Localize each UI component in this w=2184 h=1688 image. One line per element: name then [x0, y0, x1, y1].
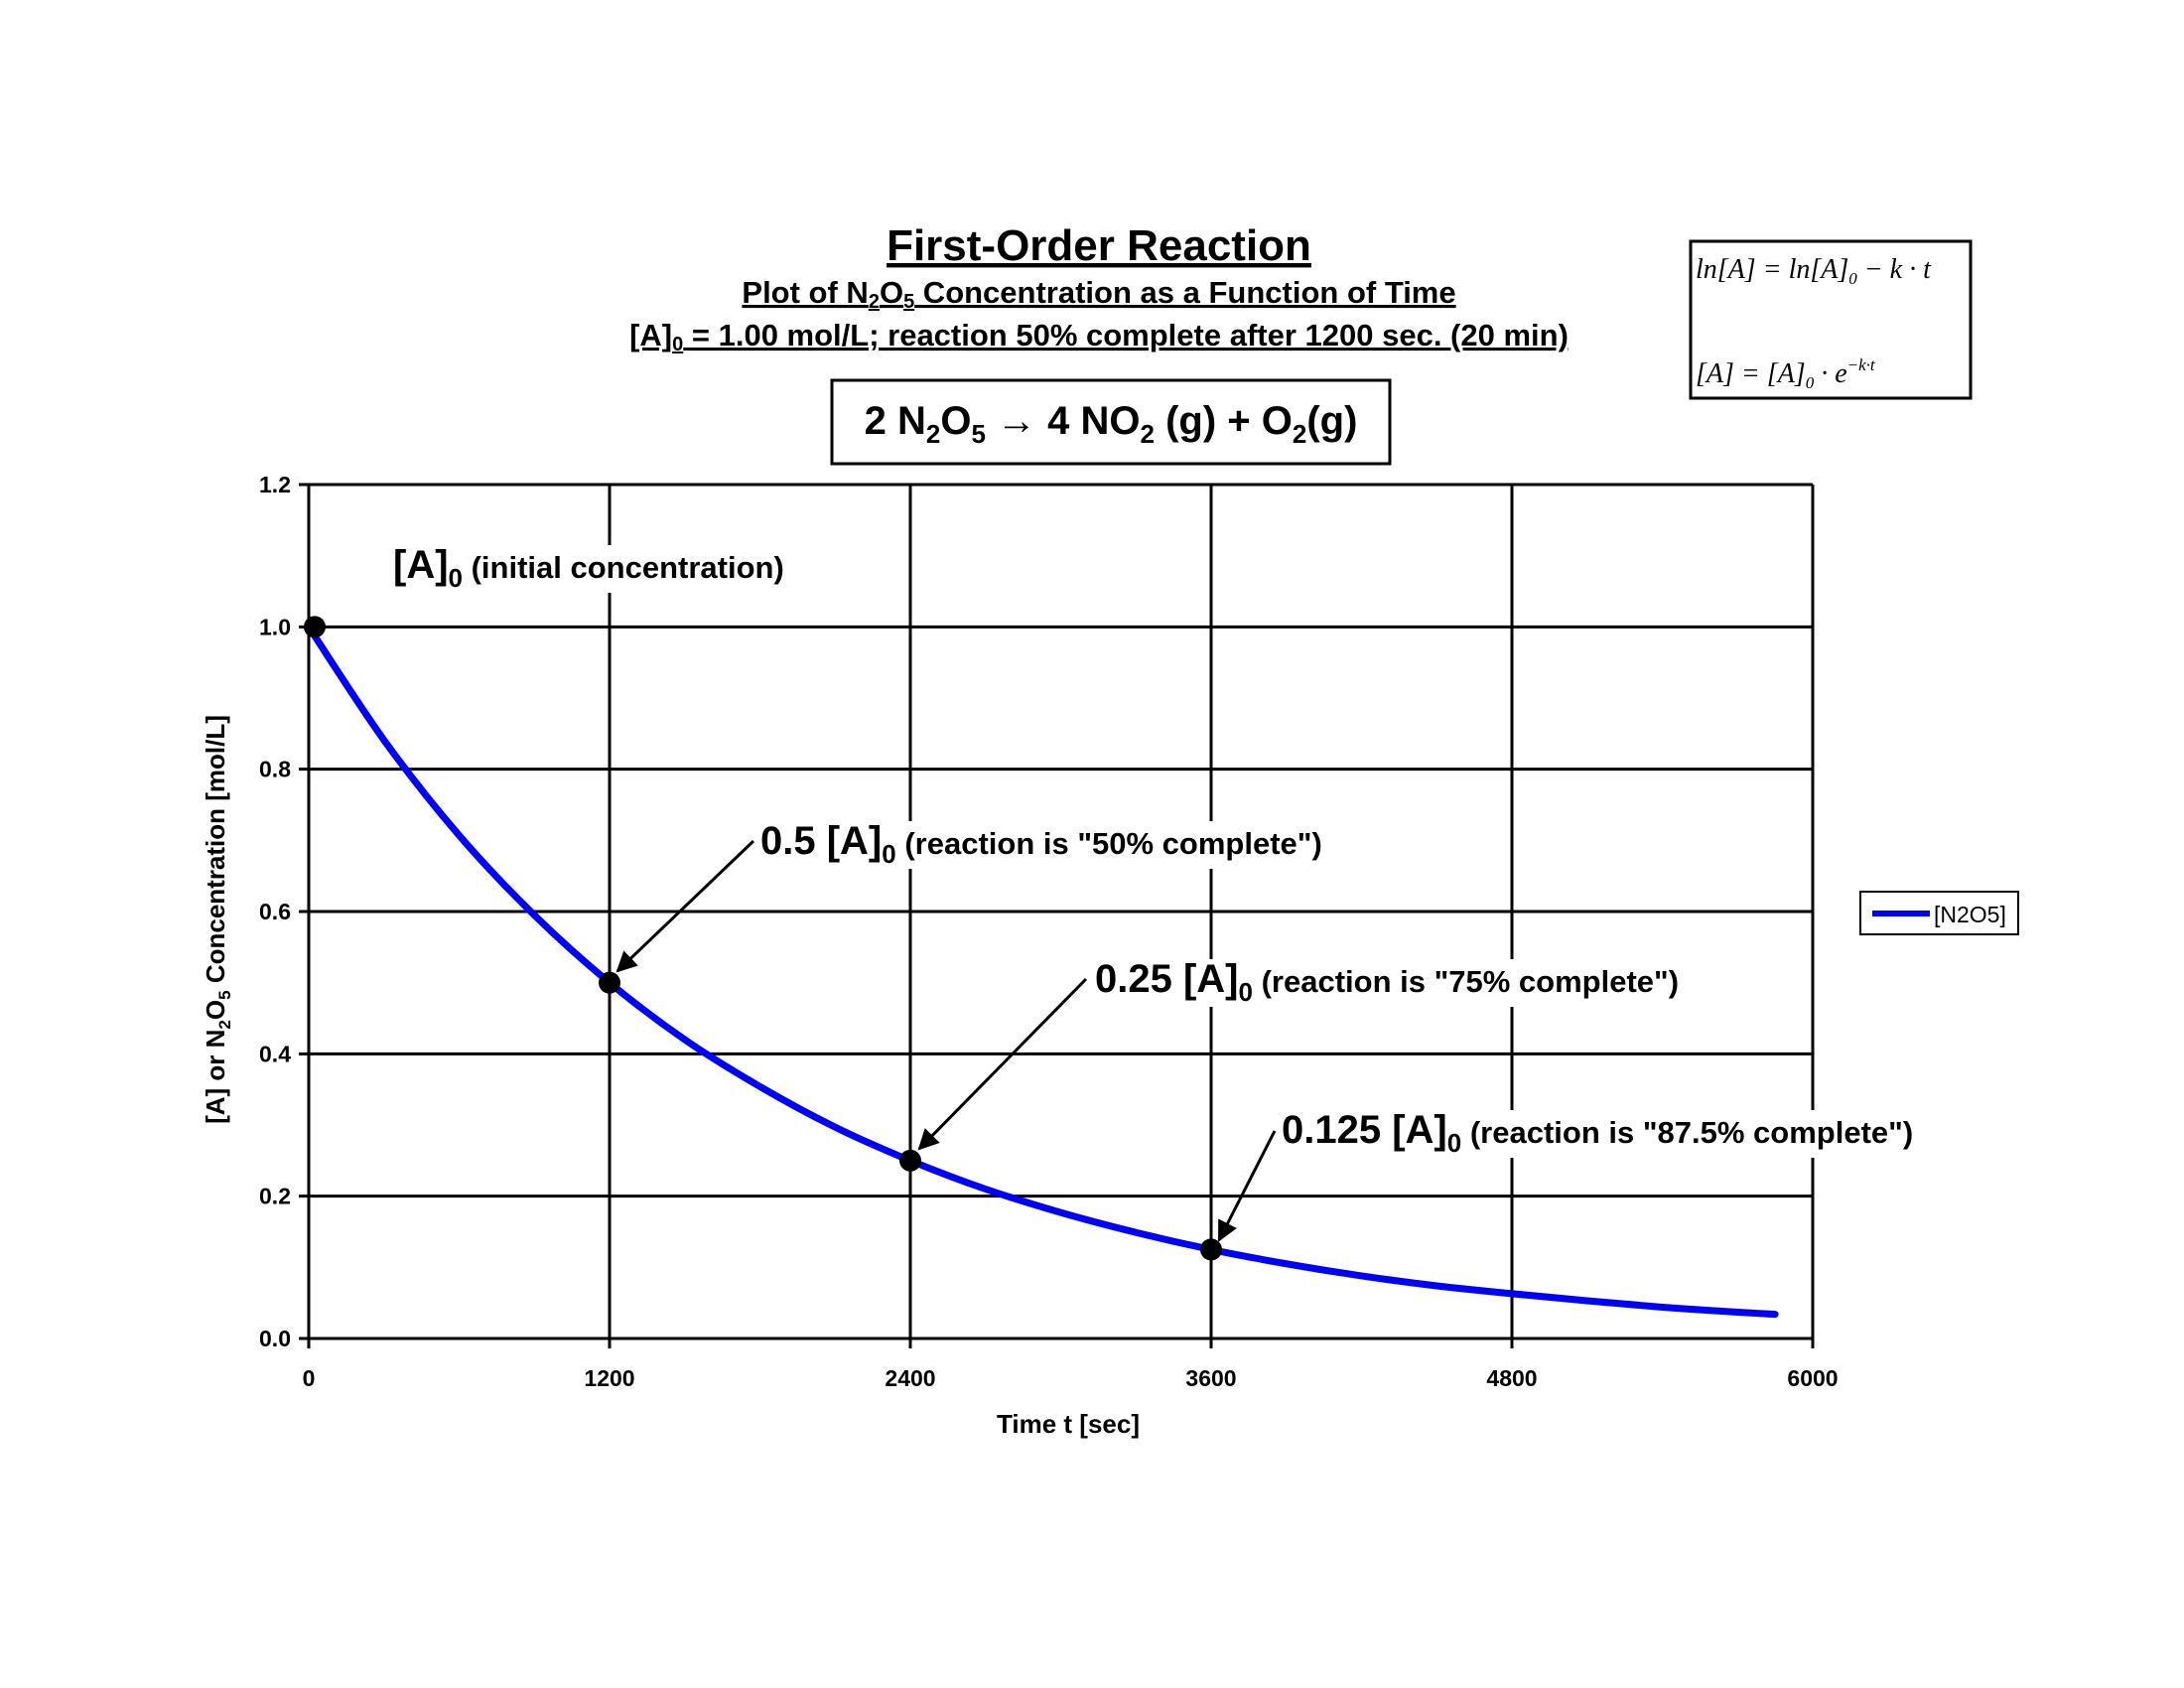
marked-data-point — [599, 971, 620, 994]
x-tick-label: 0 — [303, 1365, 316, 1391]
marked-data-point — [304, 616, 326, 638]
svg-text:0.125 [A]0 (reaction is "87.5%: 0.125 [A]0 (reaction is "87.5% complete"… — [1282, 1108, 1913, 1158]
y-tick-label: 0.6 — [259, 899, 291, 924]
y-tick-label: 0.2 — [259, 1184, 291, 1209]
annotation-87-5-percent: 0.125 [A]0 (reaction is "87.5% complete"… — [1278, 1108, 1918, 1158]
arrow-75-percent — [917, 977, 1088, 1151]
annotation-background — [1278, 1110, 1918, 1158]
x-tick-label: 6000 — [1787, 1365, 1838, 1391]
x-tick-label: 2400 — [885, 1365, 935, 1391]
x-axis-label: Time t [sec] — [997, 1409, 1140, 1439]
legend: [N2O5] — [1859, 891, 2019, 935]
y-tick-label: 1.2 — [259, 472, 291, 497]
arrow-87-5-percent — [1217, 1130, 1277, 1242]
x-tick-label: 4800 — [1486, 1365, 1537, 1391]
chart-subtitle-2: [A]0 = 1.00 mol/L; reaction 50% complete… — [629, 318, 1569, 355]
svg-text:0.5 [A]0 (reaction is "50% com: 0.5 [A]0 (reaction is "50% complete") — [760, 819, 1322, 869]
svg-text:0.25 [A]0 (reaction is "75% co: 0.25 [A]0 (reaction is "75% complete") — [1095, 957, 1679, 1007]
marked-data-point — [1200, 1238, 1222, 1261]
annotation-background — [756, 821, 1326, 869]
svg-text:[A]0 (initial concentration): [A]0 (initial concentration) — [393, 543, 784, 593]
annotation-50-percent: 0.5 [A]0 (reaction is "50% complete") — [756, 819, 1326, 869]
reaction-equation-box: 2 N2O5 → 4 NO2 (g) + O2(g) — [830, 378, 1392, 466]
annotation-75-percent: 0.25 [A]0 (reaction is "75% complete") — [1091, 957, 1684, 1007]
marked-data-point — [899, 1149, 921, 1172]
chart-subtitle: Plot of N2O5 Concentration as a Function… — [742, 275, 1455, 313]
legend-label: [N2O5] — [1934, 902, 2006, 927]
y-tick-label: 0.8 — [259, 757, 291, 782]
arrow-50-percent — [615, 839, 755, 973]
annotation-initial: [A]0 (initial concentration) — [389, 543, 788, 593]
svg-text:ln[A] = ln[A]0 − k · t: ln[A] = ln[A]0 − k · t — [1696, 254, 1932, 288]
series-line-n2o5 — [305, 623, 1779, 1319]
y-tick-label: 0.0 — [259, 1326, 291, 1351]
y-tick-label: 0.4 — [259, 1041, 291, 1066]
chart-title: First-Order Reaction — [887, 221, 1311, 270]
x-tick-label: 3600 — [1185, 1365, 1236, 1391]
svg-text:2 N2O5 → 4 NO2 (g) + O2(g): 2 N2O5 → 4 NO2 (g) + O2(g) — [865, 399, 1358, 449]
annotation-background — [389, 545, 788, 593]
y-axis-label: [A] or N2O5 Concentration [mol/L] — [201, 715, 234, 1124]
x-tick-label: 1200 — [584, 1365, 634, 1391]
plot-area: 0.0 0.2 0.4 0.6 0.8 1.0 1.2 0 1200 2400 3600 4800 60… — [259, 472, 1839, 1391]
rate-law-formula-box: ln[A] = ln[A]0 − k · t [A] = [A]0 · e−k·… — [1689, 239, 1973, 400]
data-marks — [304, 616, 1779, 1319]
annotation-background — [1091, 959, 1684, 1007]
svg-text:[A] = [A]0 · e−k·t: [A] = [A]0 · e−k·t — [1696, 355, 1876, 392]
y-tick-label: 1.0 — [259, 614, 291, 639]
annotation-arrows — [615, 839, 1277, 1242]
